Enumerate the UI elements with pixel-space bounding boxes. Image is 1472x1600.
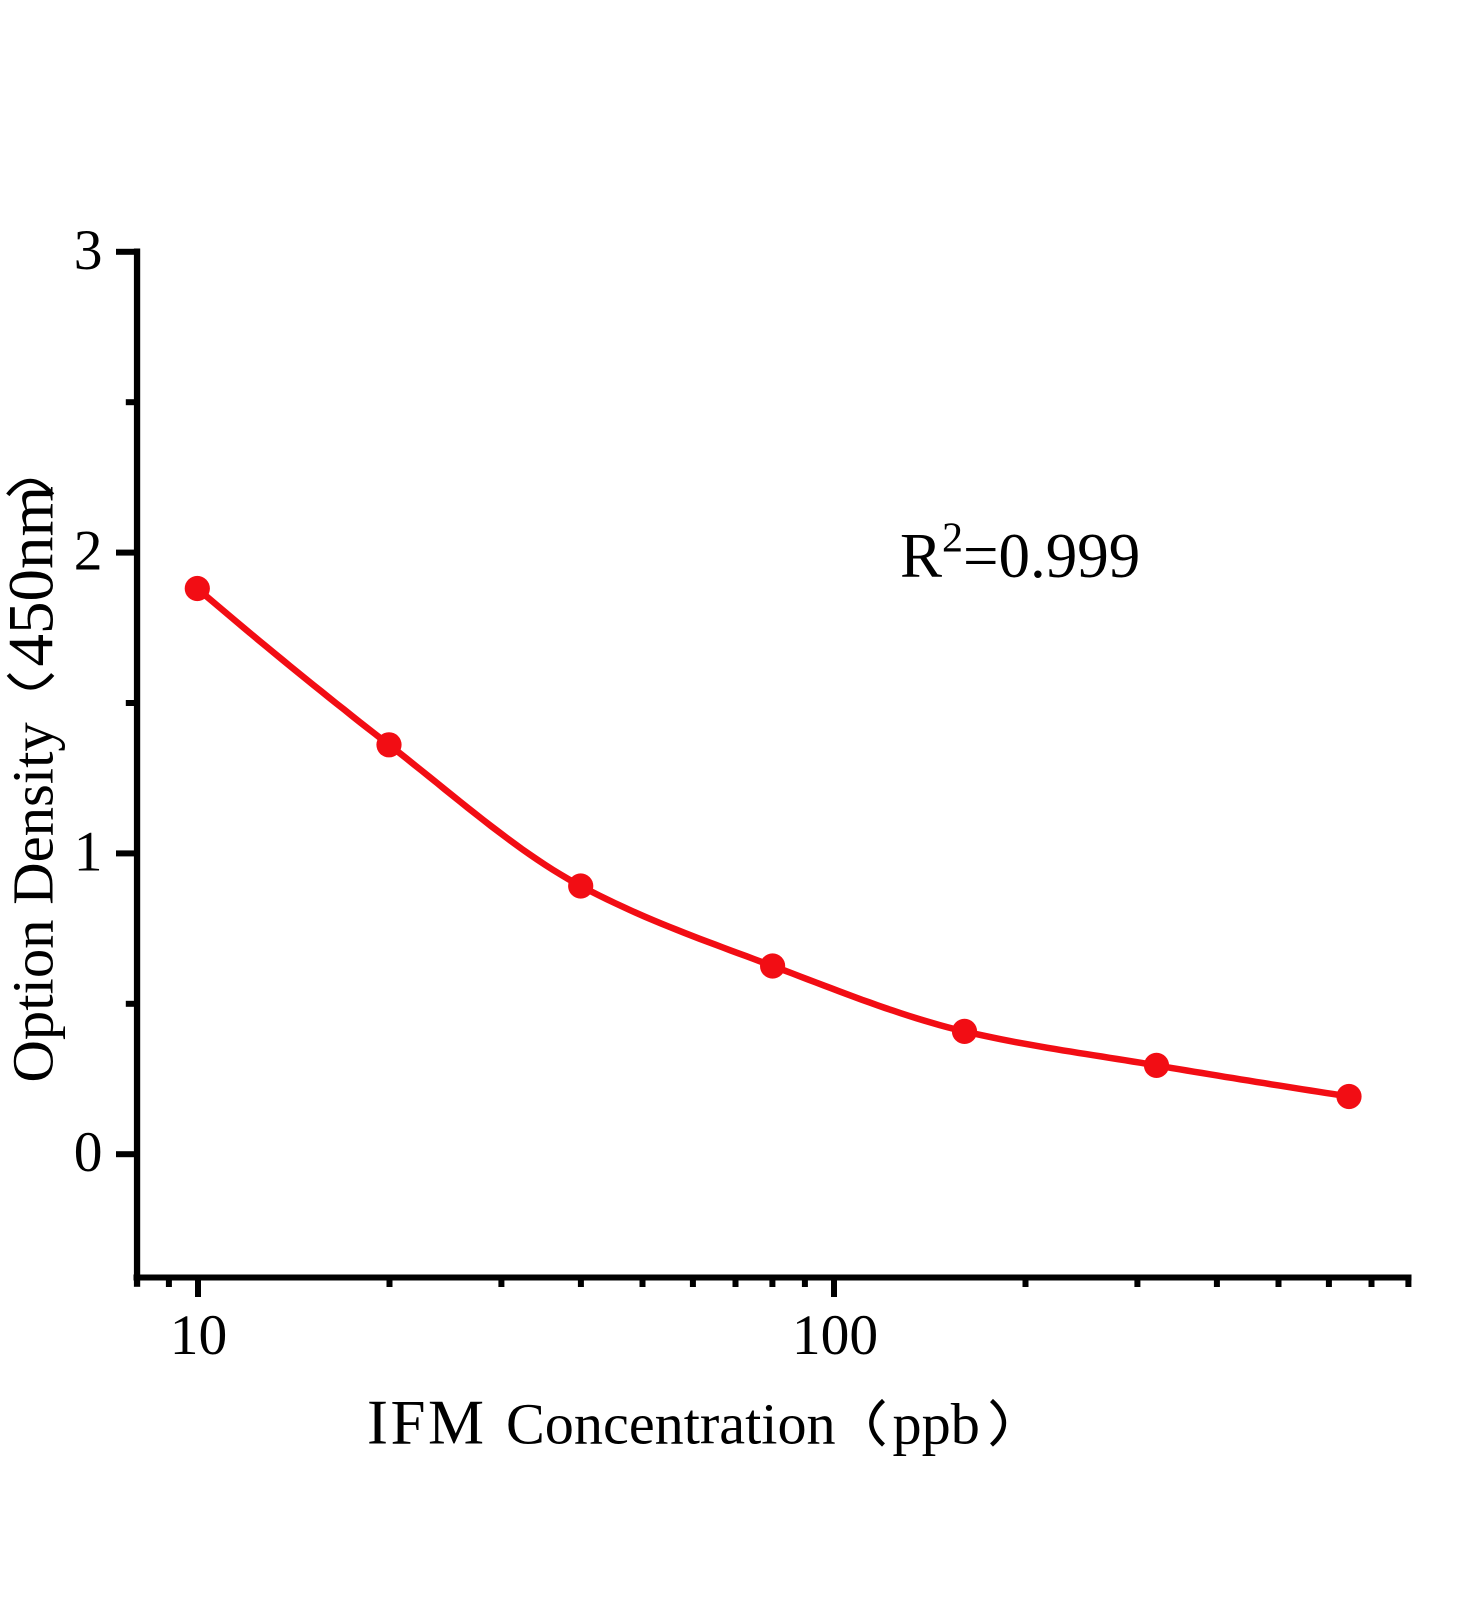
svg-text:R2=0.999: R2=0.999 [900, 515, 1140, 591]
svg-text:1: 1 [74, 820, 103, 883]
svg-text:IFM: IFM [367, 1388, 487, 1458]
svg-text:10: 10 [170, 1304, 228, 1367]
svg-text:Concentration: Concentration [506, 1392, 836, 1457]
svg-text:ppb: ppb [893, 1392, 980, 1457]
svg-text:3: 3 [74, 219, 103, 282]
svg-text:100: 100 [792, 1304, 878, 1367]
svg-text:450nm: 450nm [0, 486, 67, 667]
svg-text:2: 2 [74, 520, 103, 583]
svg-text:0: 0 [74, 1121, 103, 1184]
svg-text:Option Density: Option Density [0, 722, 65, 1083]
